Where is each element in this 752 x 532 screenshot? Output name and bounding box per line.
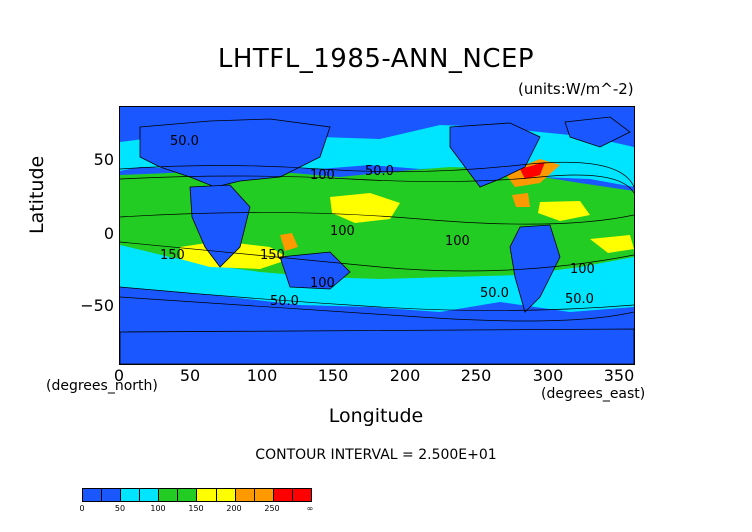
x-tick-label: 100 [246, 366, 278, 385]
contour-label: 150 [260, 248, 285, 263]
contour-fill-150-200-gulf-stream [538, 201, 590, 221]
colorbar-label: 150 [188, 504, 204, 513]
colorbar-cell [292, 489, 311, 501]
colorbar-cell [83, 489, 103, 501]
x-tick-label: 350 [603, 366, 635, 385]
colorbar-label: 250 [264, 504, 280, 513]
contour-fill-250-plus-gulf-stream [520, 162, 545, 179]
contour-fill-200-250-pacific [280, 233, 298, 251]
x-tick-label: 250 [460, 366, 492, 385]
x-tick-label: 0 [113, 366, 125, 385]
x-axis-label: Longitude [328, 405, 424, 427]
contour-fill-150-200-north-pacific [330, 193, 400, 223]
colorbar-cell [140, 489, 160, 501]
contour-fill-200-250-caribbean [512, 193, 530, 207]
colorbar-cell [102, 489, 122, 501]
contour-label: 100 [330, 224, 355, 239]
contour-line-c [120, 241, 634, 272]
contour-line-d [120, 286, 634, 311]
contour-line-f [120, 212, 634, 225]
y-unit-note: (degrees_north) [46, 378, 158, 394]
x-tick-label: 300 [532, 366, 564, 385]
land-north-america [449, 122, 541, 188]
contour-label: 50.0 [480, 286, 509, 301]
colorbar-cell [121, 489, 141, 501]
x-tick-label: 200 [389, 366, 421, 385]
contour-line-e [120, 296, 634, 322]
land-australia [279, 251, 351, 290]
colorbar-cell [235, 489, 255, 501]
x-unit-note: (degrees_east) [541, 386, 646, 402]
contour-label: 50.0 [270, 294, 299, 309]
units-label: (units:W/m^-2) [518, 80, 634, 98]
contour-label: 100 [310, 168, 335, 183]
land-africa [189, 184, 251, 268]
contour-label: 100 [310, 276, 335, 291]
colorbar-cell [273, 489, 293, 501]
land-greenland [564, 116, 631, 148]
y-tick-label: −50 [80, 296, 114, 315]
y-axis-label: Latitude [26, 155, 48, 234]
y-tick-label: 0 [103, 224, 114, 243]
contour-label: 100 [445, 234, 470, 249]
colorbar-label: ∞ [306, 504, 314, 513]
colorbar-label: 50 [114, 504, 126, 513]
y-tick-label: 50 [93, 150, 114, 169]
colorbar-cell [159, 489, 179, 501]
contour-label: 150 [160, 248, 185, 263]
contour-line-a [120, 161, 634, 188]
contour-interval-label: CONTOUR INTERVAL = 2.500E+01 [255, 447, 497, 463]
contour-label: 50.0 [565, 292, 594, 307]
colorbar-label: 200 [226, 504, 242, 513]
x-tick-label: 150 [317, 366, 349, 385]
colorbar-cell [197, 489, 217, 501]
contour-label: 100 [570, 262, 595, 277]
chart-title: LHTFL_1985-ANN_NCEP [217, 44, 535, 74]
land-eurasia [139, 118, 331, 188]
contour-line-b [120, 174, 634, 194]
x-tick-label: 50 [179, 366, 201, 385]
land-antarctica [120, 328, 634, 364]
colorbar [82, 488, 312, 502]
colorbar-cell [216, 489, 236, 501]
colorbar-cell [178, 489, 198, 501]
contour-label: 50.0 [365, 164, 394, 179]
contour-fill-150-200-south-atlantic [590, 235, 634, 253]
colorbar-cell [254, 489, 274, 501]
colorbar-label: 100 [150, 504, 166, 513]
colorbar-label: 0 [79, 504, 85, 513]
latent-heat-flux-map: 50.0 50.0 100 100 150 150 100 50.0 100 5… [119, 106, 635, 365]
contour-label: 50.0 [170, 134, 199, 149]
